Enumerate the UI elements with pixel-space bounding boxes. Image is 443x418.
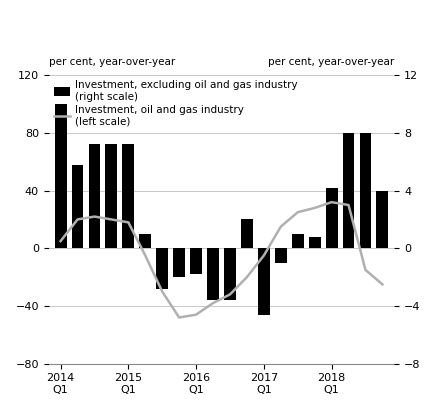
Bar <box>309 237 321 248</box>
Text: per cent, year-over-year: per cent, year-over-year <box>268 57 394 67</box>
Bar <box>207 248 219 300</box>
Bar <box>360 133 371 248</box>
Bar <box>224 248 236 300</box>
Bar <box>72 165 83 248</box>
Bar <box>122 145 134 248</box>
Bar <box>377 191 389 248</box>
Bar <box>54 104 66 248</box>
Bar <box>89 145 101 248</box>
Text: per cent, year-over-year: per cent, year-over-year <box>49 57 175 67</box>
Bar <box>173 248 185 277</box>
Bar <box>105 145 117 248</box>
Bar <box>140 234 151 248</box>
Bar <box>275 248 287 263</box>
Bar <box>258 248 270 315</box>
Bar <box>241 219 253 248</box>
Bar <box>292 234 303 248</box>
Bar <box>190 248 202 274</box>
Bar <box>156 248 168 289</box>
Legend: Investment, excluding oil and gas industry
(right scale), Investment, oil and ga: Investment, excluding oil and gas indust… <box>54 80 297 127</box>
Bar <box>326 188 338 248</box>
Bar <box>342 133 354 248</box>
